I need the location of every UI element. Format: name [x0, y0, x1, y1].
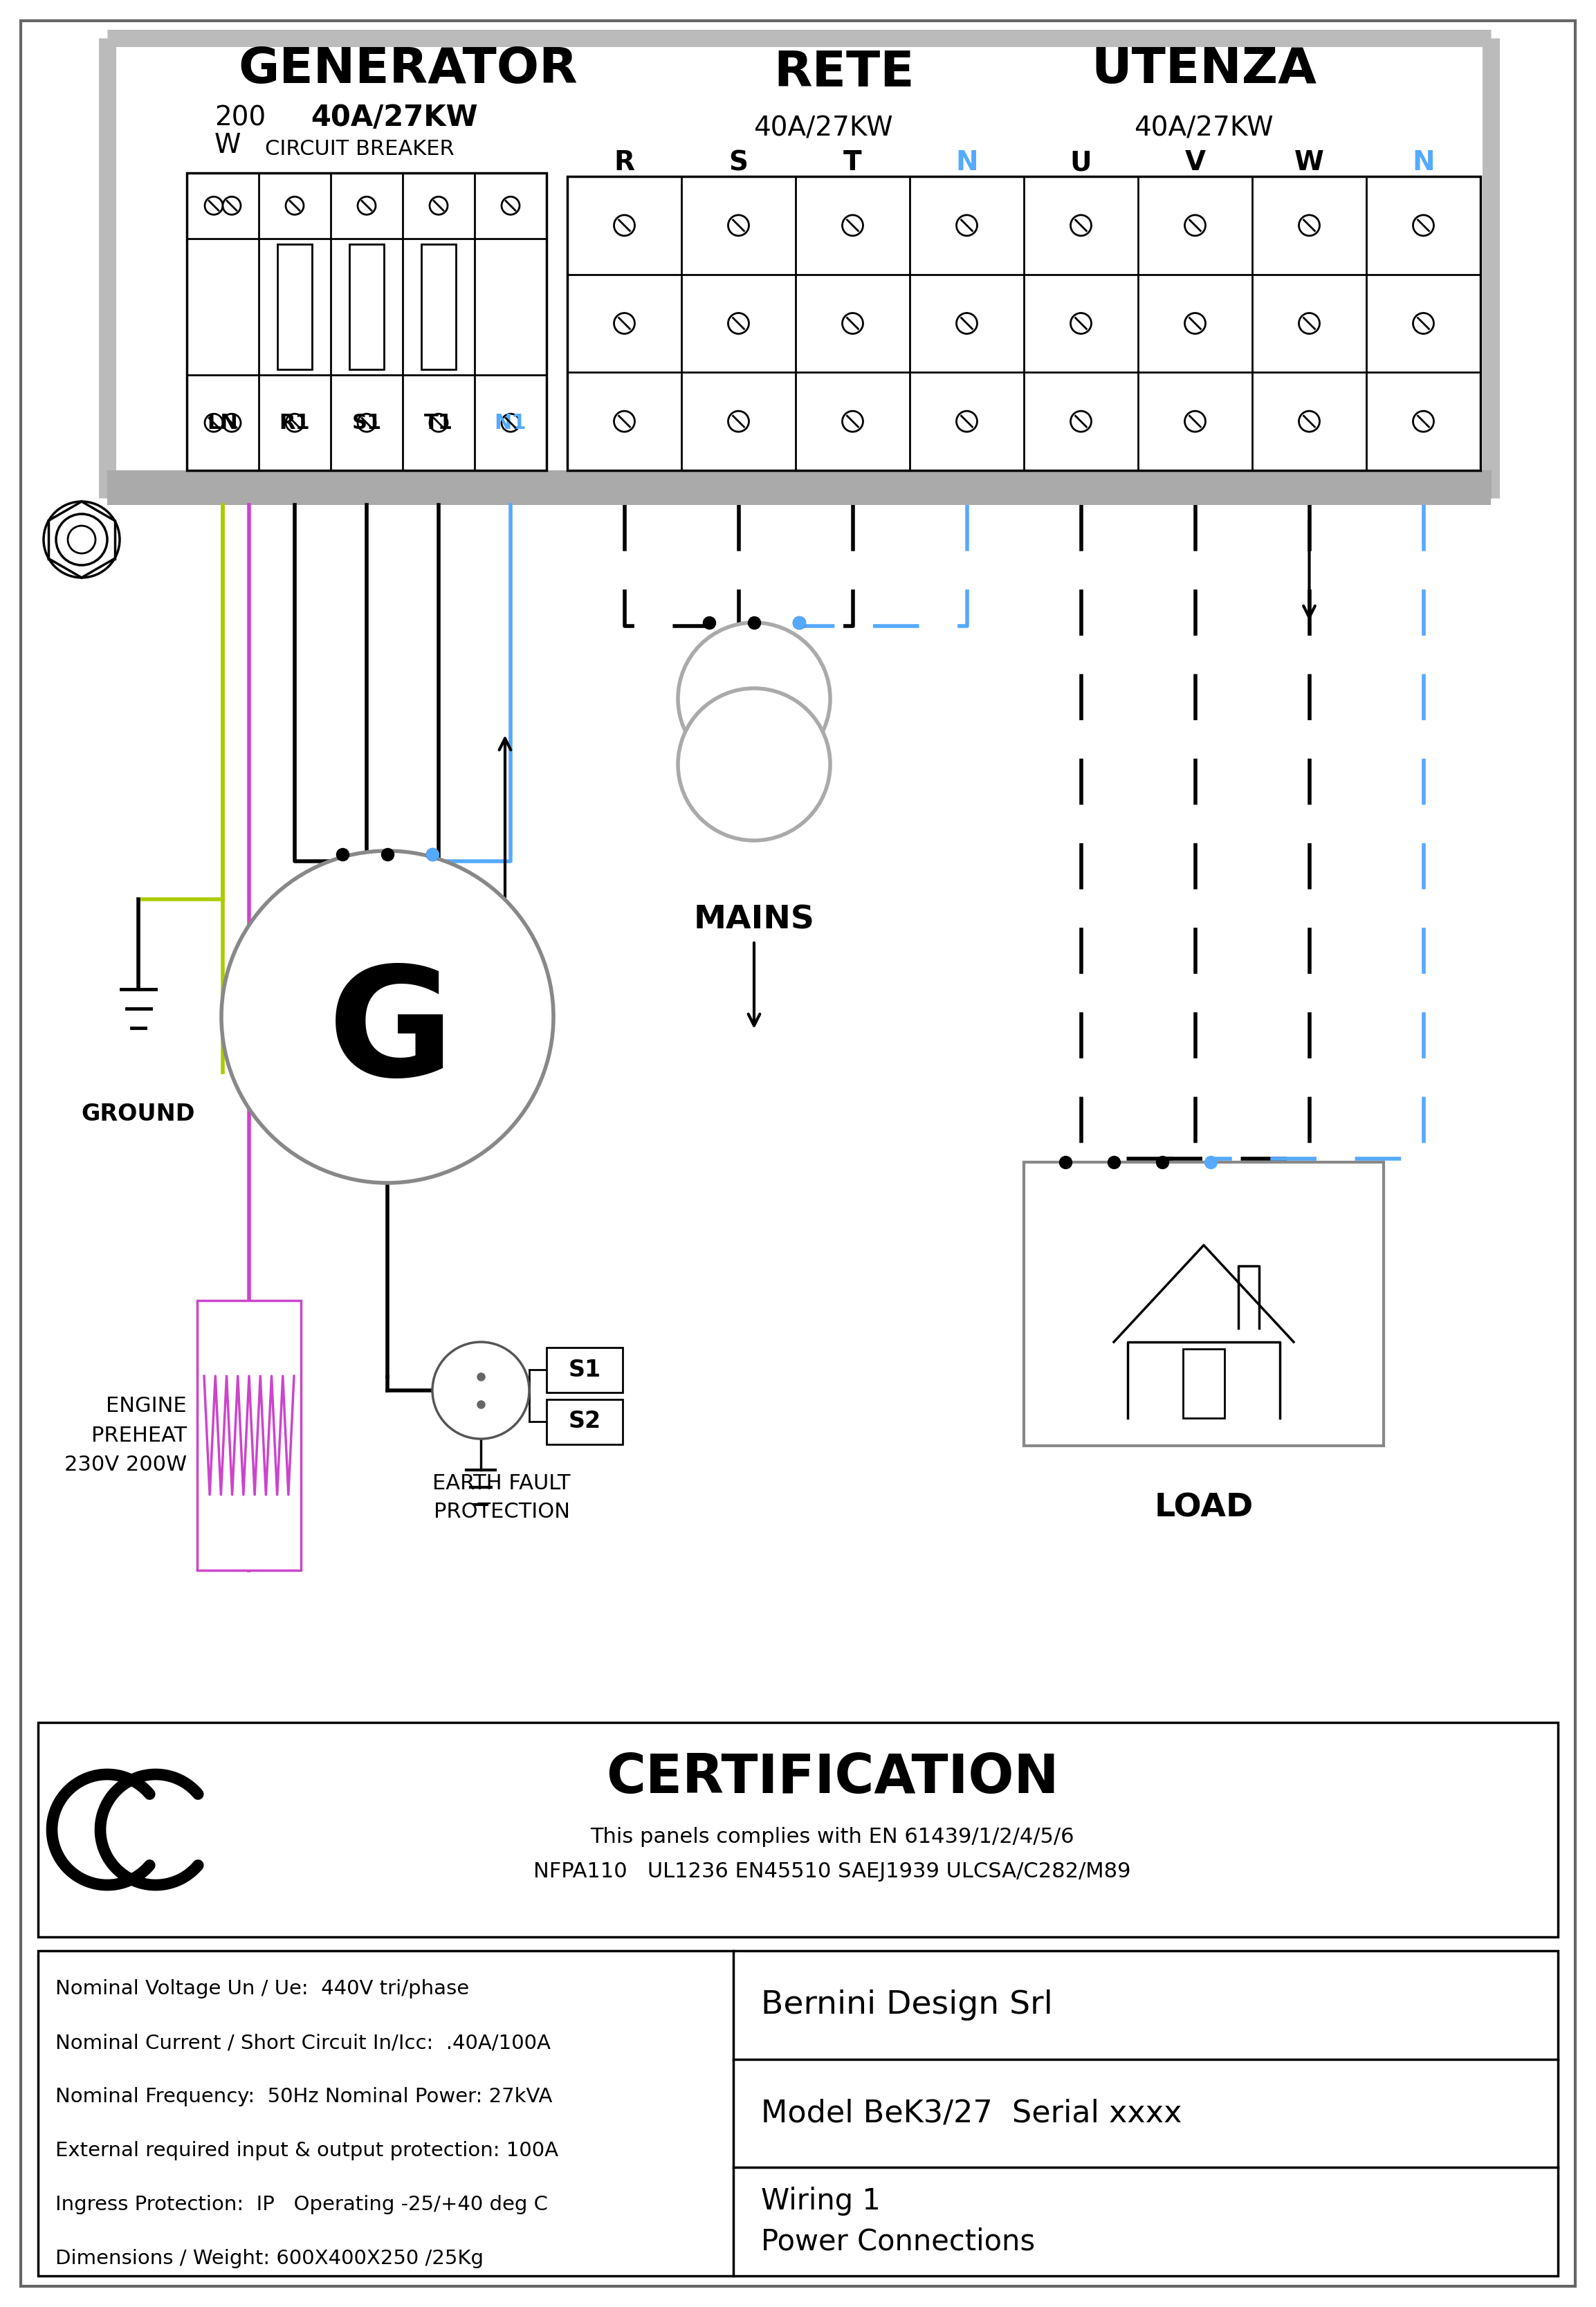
Text: EARTH FAULT
PROTECTION: EARTH FAULT PROTECTION — [433, 1474, 570, 1523]
Circle shape — [222, 851, 554, 1183]
Circle shape — [501, 196, 520, 215]
Text: RETE: RETE — [774, 48, 915, 97]
Circle shape — [1184, 314, 1205, 335]
Circle shape — [1299, 215, 1320, 235]
Text: GROUND: GROUND — [81, 1103, 195, 1126]
Text: Bernini Design Srl: Bernini Design Srl — [761, 1989, 1053, 2021]
Text: S1: S1 — [351, 413, 381, 434]
Circle shape — [728, 411, 749, 431]
Circle shape — [614, 215, 635, 235]
Text: S2: S2 — [568, 1410, 600, 1433]
Circle shape — [728, 314, 749, 335]
Circle shape — [358, 413, 375, 431]
Text: R1: R1 — [279, 413, 310, 434]
Text: Ingress Protection:  IP   Operating -25/+40 deg C: Ingress Protection: IP Operating -25/+40… — [56, 2194, 547, 2215]
Circle shape — [429, 413, 447, 431]
Text: Nominal Voltage Un / Ue:  440V tri/phase: Nominal Voltage Un / Ue: 440V tri/phase — [56, 1979, 469, 1998]
Text: U: U — [1069, 150, 1092, 175]
Bar — [567, 175, 1481, 471]
Text: N: N — [1412, 150, 1435, 175]
Text: CERTIFICATION: CERTIFICATION — [606, 1751, 1058, 1804]
Text: 40A/27KW: 40A/27KW — [311, 104, 477, 131]
Circle shape — [956, 314, 977, 335]
Circle shape — [678, 623, 830, 775]
Text: R: R — [614, 150, 635, 175]
Circle shape — [429, 196, 447, 215]
Bar — [1183, 1350, 1224, 1419]
Circle shape — [1299, 314, 1320, 335]
Text: UTENZA: UTENZA — [1092, 46, 1317, 92]
Bar — [546, 1398, 622, 1444]
Bar — [278, 245, 311, 369]
Bar — [546, 1347, 622, 1391]
Text: Model BeK3/27  Serial xxxx: Model BeK3/27 Serial xxxx — [761, 2099, 1183, 2127]
Bar — [198, 1301, 302, 1571]
Text: V: V — [1184, 150, 1205, 175]
Circle shape — [1071, 215, 1092, 235]
Text: Wiring 1
Power Connections: Wiring 1 Power Connections — [761, 2187, 1036, 2256]
Bar — [421, 245, 456, 369]
Circle shape — [67, 526, 96, 554]
Circle shape — [223, 413, 241, 431]
Circle shape — [614, 411, 635, 431]
Circle shape — [1071, 314, 1092, 335]
Bar — [187, 173, 546, 471]
Circle shape — [1184, 411, 1205, 431]
Circle shape — [956, 411, 977, 431]
Text: NFPA110   UL1236 EN45510 SAEJ1939 ULCSA/C282/M89: NFPA110 UL1236 EN45510 SAEJ1939 ULCSA/C2… — [533, 1862, 1132, 1880]
Text: External required input & output protection: 100A: External required input & output protect… — [56, 2141, 559, 2159]
Circle shape — [56, 514, 107, 565]
Bar — [38, 1723, 1558, 1938]
Bar — [107, 471, 1491, 505]
Circle shape — [286, 196, 303, 215]
Text: S: S — [729, 150, 749, 175]
Circle shape — [678, 687, 830, 840]
Circle shape — [204, 196, 223, 215]
Text: ENGINE
PREHEAT
230V 200W: ENGINE PREHEAT 230V 200W — [64, 1396, 187, 1474]
Text: This panels complies with EN 61439/1/2/4/5/6: This panels complies with EN 61439/1/2/4… — [591, 1827, 1074, 1846]
Circle shape — [843, 314, 863, 335]
Text: W: W — [1294, 150, 1325, 175]
Circle shape — [614, 314, 635, 335]
Circle shape — [433, 1343, 530, 1440]
Circle shape — [204, 413, 223, 431]
Circle shape — [1412, 215, 1433, 235]
Bar — [350, 245, 385, 369]
Text: MAINS: MAINS — [694, 904, 814, 937]
Text: LN: LN — [207, 413, 238, 434]
Text: N: N — [956, 150, 978, 175]
Circle shape — [1299, 411, 1320, 431]
Text: G: G — [327, 960, 453, 1107]
Circle shape — [358, 196, 375, 215]
Circle shape — [1412, 411, 1433, 431]
Text: Nominal Frequency:  50Hz Nominal Power: 27kVA: Nominal Frequency: 50Hz Nominal Power: 2… — [56, 2088, 552, 2106]
Bar — [38, 1952, 1558, 2277]
Circle shape — [728, 215, 749, 235]
Circle shape — [286, 413, 303, 431]
Circle shape — [956, 215, 977, 235]
Text: GENERATOR: GENERATOR — [238, 46, 578, 92]
Text: T1: T1 — [425, 413, 453, 434]
Text: Nominal Current / Short Circuit In/Icc:  .40A/100A: Nominal Current / Short Circuit In/Icc: … — [56, 2032, 551, 2053]
Text: CIRCUIT BREAKER: CIRCUIT BREAKER — [265, 138, 455, 159]
Text: W: W — [214, 131, 241, 159]
Circle shape — [501, 413, 520, 431]
Circle shape — [843, 215, 863, 235]
Circle shape — [1071, 411, 1092, 431]
Text: 40A/27KW: 40A/27KW — [753, 115, 894, 141]
Text: S1: S1 — [568, 1359, 600, 1382]
Text: N1: N1 — [495, 413, 527, 434]
Circle shape — [843, 411, 863, 431]
Bar — [1025, 1163, 1384, 1446]
Text: T: T — [843, 150, 862, 175]
Circle shape — [1184, 215, 1205, 235]
Circle shape — [223, 196, 241, 215]
Text: 200: 200 — [214, 104, 267, 131]
Text: LOAD: LOAD — [1154, 1493, 1253, 1523]
Text: 40A/27KW: 40A/27KW — [1135, 115, 1274, 141]
Text: Dimensions / Weight: 600X400X250 /25Kg: Dimensions / Weight: 600X400X250 /25Kg — [56, 2249, 484, 2268]
Circle shape — [1412, 314, 1433, 335]
Circle shape — [43, 501, 120, 577]
